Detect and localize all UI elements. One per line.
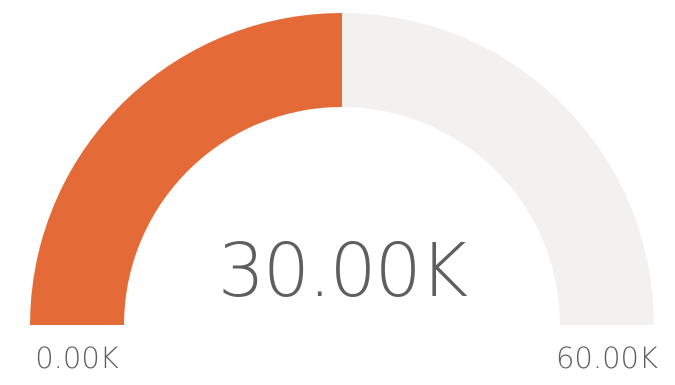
gauge-value-arc [30,13,342,325]
gauge-value-label: 30.00K [218,228,468,314]
gauge-max-label: 60.00K [556,341,658,375]
gauge-min-label: 0.00K [35,341,119,375]
